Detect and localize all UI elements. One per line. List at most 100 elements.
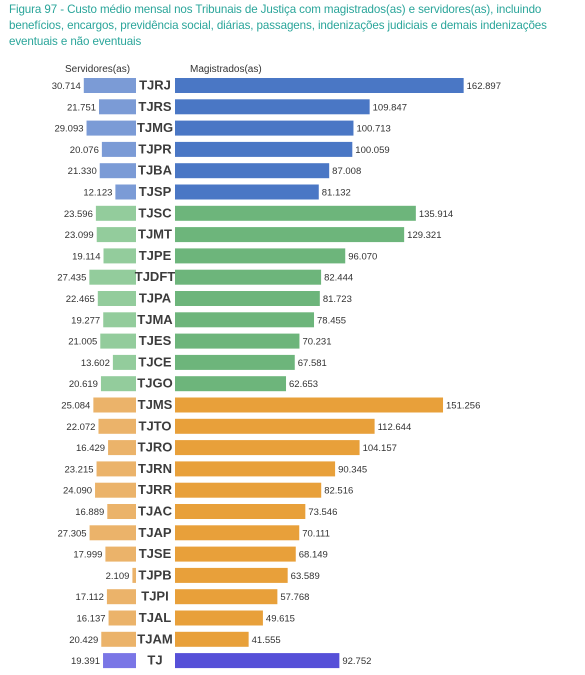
label-servidores-tjpe: 19.114 — [72, 251, 100, 262]
label-magistrados-tjrn: 90.345 — [338, 464, 367, 475]
label-servidores-tjpa: 22.465 — [66, 294, 95, 305]
bar-servidores-tjse — [105, 546, 136, 562]
category-tjrr: TJRR — [138, 482, 173, 497]
bar-magistrados-tjba — [175, 163, 330, 179]
label-magistrados-tjam: 41.555 — [252, 635, 281, 646]
label-magistrados-tjrr: 82.516 — [324, 486, 353, 497]
magistrados-header: Magistrados(as) — [190, 64, 262, 75]
bar-servidores-tjdft — [89, 269, 136, 285]
label-magistrados-tjgo: 62.653 — [289, 379, 318, 390]
category-tjsc: TJSC — [138, 205, 172, 220]
bar-magistrados-tjap — [175, 525, 300, 541]
bar-servidores-tjpi — [106, 589, 136, 605]
bar-magistrados-tjse — [175, 546, 296, 562]
bar-servidores-tjma — [103, 312, 136, 328]
category-tjba: TJBA — [138, 163, 173, 178]
bar-magistrados-tj — [175, 653, 340, 669]
bar-servidores-tjrs — [99, 99, 136, 115]
label-servidores-tjsc: 23.596 — [64, 209, 93, 220]
label-servidores-tjto: 22.072 — [66, 422, 95, 433]
label-magistrados-tjma: 78.455 — [317, 315, 346, 326]
bar-servidores-tjmg — [86, 120, 136, 136]
label-magistrados-tjrj: 162.897 — [467, 81, 501, 92]
servidores-header: Servidores(as) — [65, 64, 130, 75]
label-servidores-tjms: 25.084 — [61, 401, 90, 412]
bar-magistrados-tjpe — [175, 248, 346, 264]
category-tjal: TJAL — [139, 610, 172, 625]
bar-servidores-tjto — [98, 418, 136, 434]
label-servidores-tj: 19.391 — [71, 656, 100, 667]
label-servidores-tjap: 27.305 — [58, 528, 87, 539]
bar-servidores-tjpb — [132, 567, 136, 583]
label-servidores-tjmg: 29.093 — [54, 124, 83, 135]
bar-magistrados-tjmg — [175, 120, 354, 136]
bar-servidores-tjms — [93, 397, 136, 413]
category-tjto: TJTO — [139, 418, 172, 433]
label-servidores-tjmt: 23.099 — [65, 230, 94, 241]
bar-servidores-tjes — [100, 333, 136, 349]
bar-magistrados-tjes — [175, 333, 300, 349]
label-magistrados-tjac: 73.546 — [308, 507, 337, 518]
bar-magistrados-tjpi — [175, 589, 278, 605]
label-magistrados-tjmg: 100.713 — [356, 124, 390, 135]
category-tjrn: TJRN — [138, 461, 172, 476]
bar-magistrados-tjce — [175, 354, 295, 370]
label-magistrados-tjpa: 81.723 — [323, 294, 352, 305]
label-magistrados-tj: 92.752 — [342, 656, 371, 667]
bar-magistrados-tjma — [175, 312, 315, 328]
label-servidores-tjrj: 30.714 — [52, 81, 81, 92]
label-servidores-tjpr: 20.076 — [70, 145, 99, 156]
category-tjac: TJAC — [138, 504, 173, 519]
category-tjam: TJAM — [137, 631, 172, 646]
label-servidores-tjam: 20.429 — [69, 635, 98, 646]
label-magistrados-tjsc: 135.914 — [419, 209, 453, 220]
bar-magistrados-tjpb — [175, 567, 288, 583]
label-servidores-tjrr: 24.090 — [63, 486, 92, 497]
label-magistrados-tjes: 70.231 — [302, 337, 331, 348]
category-tjdft: TJDFT — [135, 269, 176, 284]
category-tjmg: TJMG — [137, 120, 173, 135]
label-magistrados-tjdft: 82.444 — [324, 273, 353, 284]
label-servidores-tjse: 17.999 — [73, 550, 102, 561]
label-magistrados-tjal: 49.615 — [266, 614, 295, 625]
bar-servidores-tjpr — [101, 141, 136, 157]
bar-magistrados-tjms — [175, 397, 444, 413]
bar-servidores-tjap — [89, 525, 136, 541]
bar-magistrados-tjrn — [175, 461, 336, 477]
label-magistrados-tjro: 104.157 — [363, 443, 397, 454]
category-tj: TJ — [147, 653, 162, 668]
bar-magistrados-tjpa — [175, 291, 320, 306]
label-magistrados-tjap: 70.111 — [302, 528, 330, 539]
category-tjsp: TJSP — [139, 184, 172, 199]
bar-magistrados-tjal — [175, 610, 263, 626]
category-tjpi: TJPI — [141, 589, 168, 604]
bar-servidores-tjro — [108, 440, 136, 456]
bar-servidores-tjam — [101, 631, 136, 647]
label-servidores-tjrn: 23.215 — [64, 464, 93, 475]
label-magistrados-tjse: 68.149 — [299, 550, 328, 561]
label-magistrados-tjba: 87.008 — [332, 166, 361, 177]
label-magistrados-tjpb: 63.589 — [291, 571, 320, 582]
bar-servidores-tjac — [107, 504, 136, 519]
bar-servidores-tjrj — [83, 78, 136, 93]
bar-magistrados-tjac — [175, 504, 306, 519]
bar-servidores-tjmt — [96, 227, 136, 243]
bar-servidores-tjgo — [100, 376, 136, 392]
figure-caption: Figura 97 - Custo médio mensal nos Tribu… — [9, 3, 547, 48]
label-magistrados-tjce: 67.581 — [298, 358, 327, 369]
label-servidores-tjba: 21.330 — [68, 166, 97, 177]
bar-magistrados-tjrj — [175, 78, 464, 93]
category-tjrs: TJRS — [138, 99, 172, 114]
label-servidores-tjgo: 20.619 — [69, 379, 98, 390]
category-tjse: TJSE — [139, 546, 172, 561]
category-tjma: TJMA — [137, 312, 173, 327]
bar-magistrados-tjro — [175, 440, 360, 456]
label-servidores-tjpb: 2.109 — [106, 571, 130, 582]
label-servidores-tjrs: 21.751 — [67, 102, 96, 113]
label-magistrados-tjsp: 81.132 — [322, 188, 351, 199]
label-magistrados-tjto: 112.644 — [378, 422, 412, 433]
bar-servidores-tjrn — [96, 461, 136, 477]
label-servidores-tjpi: 17.112 — [76, 592, 104, 603]
bar-servidores-tjal — [108, 610, 136, 626]
